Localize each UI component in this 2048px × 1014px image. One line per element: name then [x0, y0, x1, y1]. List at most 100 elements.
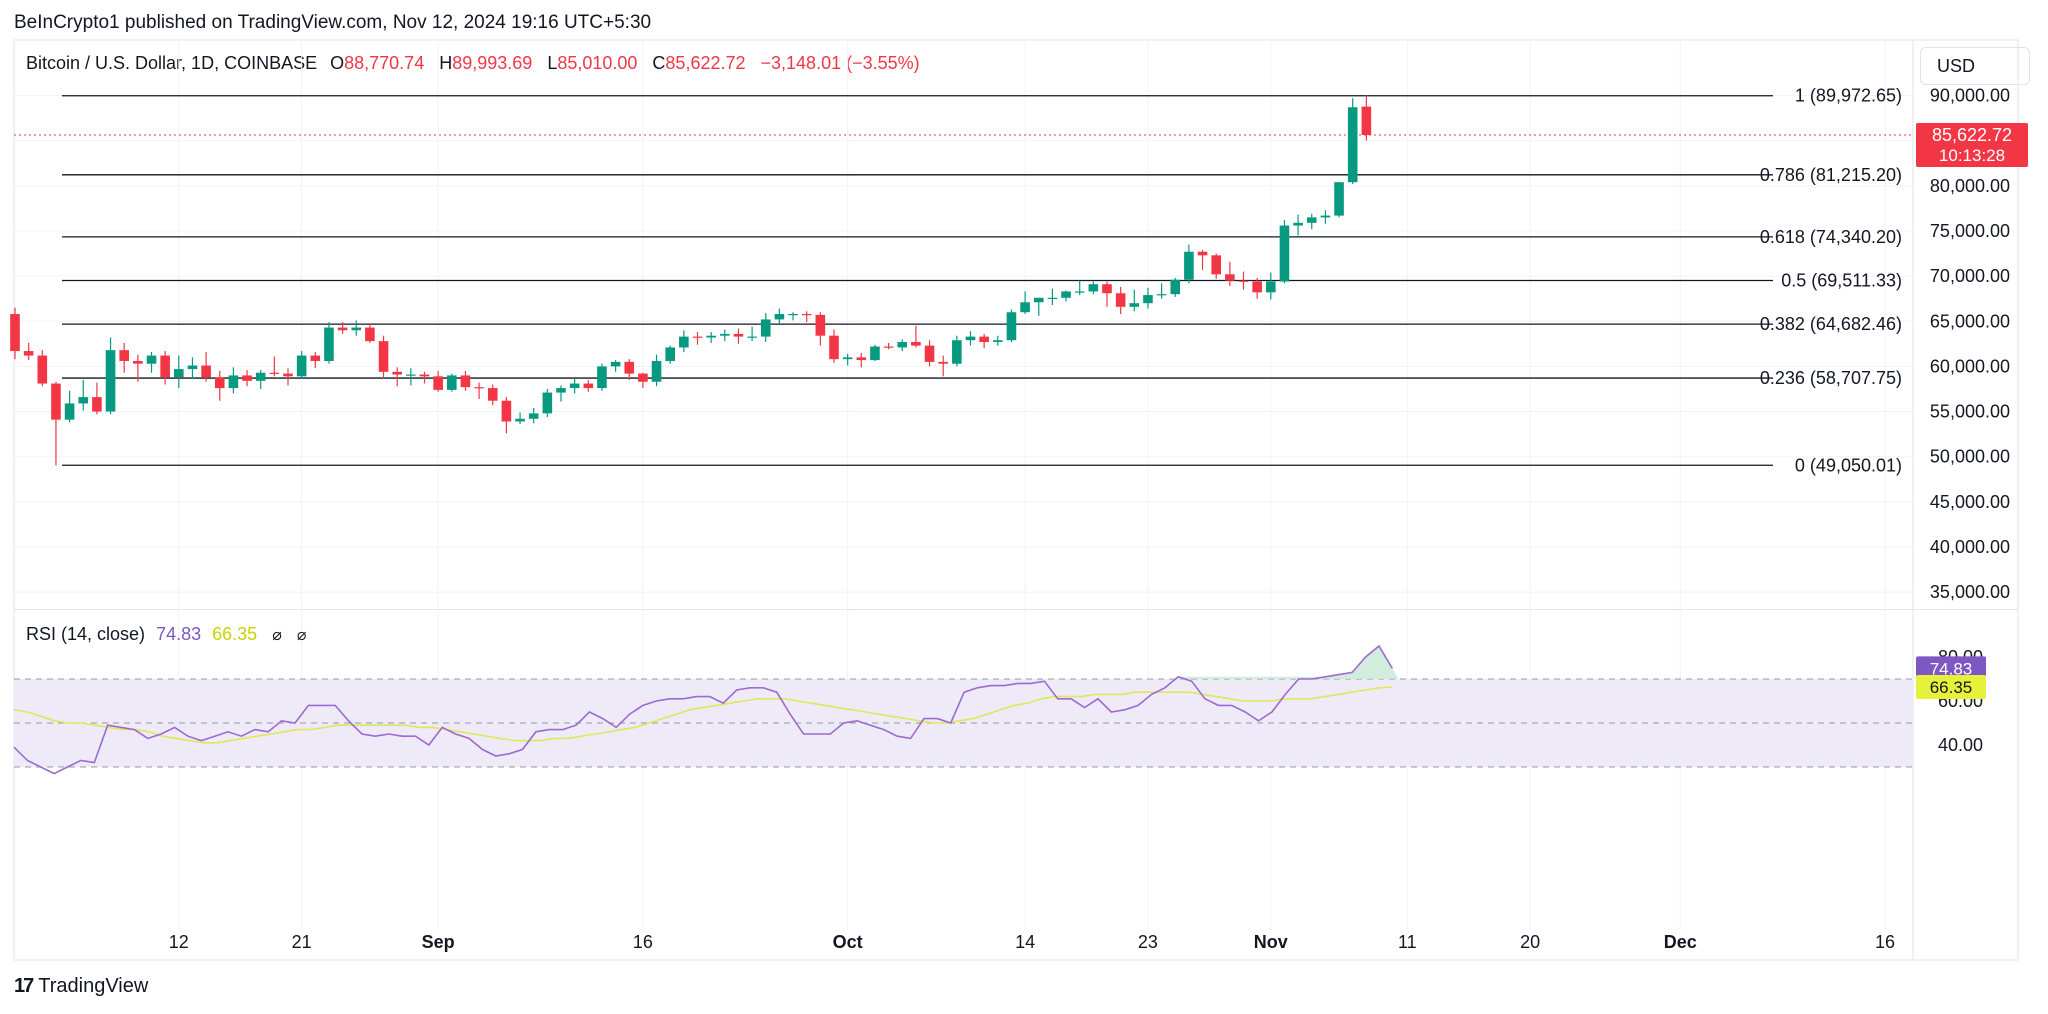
- candle-body: [187, 365, 198, 370]
- candle: [733, 328, 744, 344]
- candle-body: [201, 365, 211, 378]
- open-value: 88,770.74: [344, 53, 425, 73]
- candle-body: [37, 355, 48, 384]
- candle-body: [597, 366, 607, 389]
- candle: [542, 388, 553, 417]
- candle-body: [856, 357, 867, 361]
- candle: [487, 384, 498, 406]
- candle: [447, 373, 457, 392]
- candle-body: [706, 335, 716, 338]
- candle: [1129, 289, 1140, 312]
- candle-body: [433, 376, 443, 390]
- candle-body: [1047, 297, 1058, 299]
- candle: [10, 307, 20, 360]
- hide-icon[interactable]: ⌀: [272, 627, 282, 644]
- candle-body: [952, 340, 962, 364]
- candle: [569, 379, 580, 394]
- candle-body: [651, 360, 662, 382]
- candle: [801, 311, 812, 323]
- candle: [133, 354, 143, 382]
- candle: [924, 340, 935, 367]
- symbol-name[interactable]: Bitcoin / U.S. Dollar, 1D, COINBASE: [26, 53, 318, 73]
- candle: [1184, 244, 1194, 284]
- candle: [214, 370, 225, 401]
- candle: [160, 351, 170, 385]
- candle-body: [351, 327, 362, 331]
- candle-body: [801, 314, 812, 316]
- candle-body: [733, 333, 744, 337]
- candle-body: [501, 400, 512, 422]
- publisher-line: BeInCrypto1 published on TradingView.com…: [14, 12, 652, 33]
- rsi-legend-value: 74.83: [156, 624, 202, 644]
- candle-body: [296, 355, 307, 377]
- candle-body: [119, 350, 129, 361]
- candle: [665, 345, 675, 364]
- x-tick-label: 16: [1875, 932, 1895, 952]
- candle-body: [160, 355, 170, 378]
- chart-frame: [13, 39, 2019, 961]
- candle-body: [720, 333, 730, 336]
- candle-body: [583, 383, 594, 389]
- candle: [679, 330, 689, 352]
- candle-body: [310, 355, 321, 361]
- candle-body: [1129, 303, 1140, 307]
- candle: [378, 335, 389, 380]
- candle-body: [1061, 291, 1071, 298]
- candle: [501, 397, 512, 434]
- candle: [201, 351, 211, 382]
- chart-axes: 12 21 Sep 16 Oct 14 23 Nov 11 20 Dec 16 35,000.00 40,…: [169, 86, 2028, 952]
- candle-body: [174, 369, 184, 378]
- rsi-title[interactable]: RSI (14, close): [26, 624, 146, 644]
- candle: [1334, 182, 1344, 218]
- candle-body: [447, 375, 457, 390]
- candle: [883, 342, 894, 350]
- candle-body: [692, 336, 703, 338]
- hide-icon-2[interactable]: ⌀: [296, 627, 307, 644]
- candle: [760, 313, 771, 343]
- tradingview-logo[interactable]: 17 TradingView: [14, 975, 148, 998]
- candle-body: [460, 375, 471, 388]
- candle-body: [255, 372, 266, 381]
- candle-body: [569, 383, 580, 389]
- candle: [829, 329, 839, 363]
- rsi-pane: [13, 644, 1913, 775]
- candle: [406, 368, 416, 386]
- candle: [1211, 253, 1221, 279]
- low-label: L: [547, 53, 558, 73]
- symbol-legend: Bitcoin / U.S. Dollar, 1D, COINBASE O88,…: [26, 53, 930, 74]
- candle-body: [979, 336, 989, 343]
- candle: [296, 351, 307, 380]
- price-tick-label: 80,000.00: [1930, 176, 2010, 196]
- candle: [1306, 213, 1317, 230]
- candle: [92, 382, 102, 415]
- tradingview-logo-icon: 17: [14, 975, 34, 997]
- candle: [651, 354, 662, 387]
- candle-body: [938, 361, 948, 364]
- candle: [1020, 291, 1030, 315]
- candle: [64, 390, 75, 423]
- candle-body: [842, 357, 853, 360]
- candle-body: [1102, 284, 1112, 294]
- candle-body: [23, 351, 34, 356]
- candle-body: [1361, 106, 1372, 136]
- tradingview-brand: TradingView: [38, 975, 149, 997]
- rsi-line: [13, 644, 1394, 775]
- fib-level-label: 0.618 (74,340.20): [1760, 227, 1902, 247]
- candle-body: [638, 373, 648, 382]
- currency-button[interactable]: USD: [1920, 47, 2030, 85]
- candle-body: [665, 347, 675, 361]
- candle: [911, 325, 921, 348]
- candle: [774, 308, 785, 324]
- candle-body: [283, 373, 293, 377]
- candle: [720, 329, 730, 342]
- candle-body: [474, 387, 484, 389]
- candle: [993, 335, 1003, 346]
- candle-body: [1320, 215, 1331, 218]
- candle: [1225, 261, 1235, 287]
- high-value: 89,993.69: [452, 53, 533, 73]
- rsi-overbought-fill: [1172, 646, 1399, 679]
- candle: [583, 379, 594, 392]
- candle-body: [883, 346, 894, 348]
- candle: [965, 331, 976, 346]
